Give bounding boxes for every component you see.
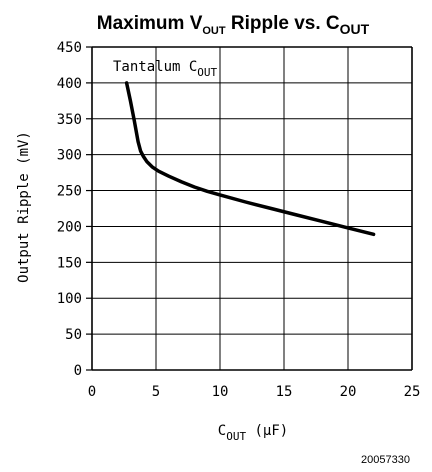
y-tick-label: 350 xyxy=(57,112,82,128)
x-tick-label: 15 xyxy=(276,384,293,400)
figure-id: 20057330 xyxy=(361,454,410,466)
title-part-1: Maximum V xyxy=(97,13,203,34)
y-tick-label: 0 xyxy=(74,363,82,379)
annotation-sub: OUT xyxy=(197,66,217,79)
x-tick-label: 25 xyxy=(404,384,421,400)
y-tick-label: 450 xyxy=(57,40,82,56)
y-tick-label: 250 xyxy=(57,184,82,200)
series-line-output-ripple xyxy=(124,81,376,237)
x-tick-label: 5 xyxy=(152,384,160,400)
y-axis-label: Output Ripple (mV) xyxy=(16,131,32,283)
x-axis-label: COUT (µF) xyxy=(218,423,288,443)
title-sub-1: OUT xyxy=(202,25,226,37)
grid xyxy=(86,46,413,371)
x-axis-label-main: C xyxy=(218,423,226,439)
y-tick-label: 100 xyxy=(57,291,82,307)
title-sub-2: OUT xyxy=(340,21,370,37)
x-tick-label: 20 xyxy=(340,384,357,400)
y-tick-label: 200 xyxy=(57,219,82,235)
x-axis-label-sub: OUT xyxy=(226,430,246,443)
y-tick-label: 50 xyxy=(65,327,82,343)
x-tick-label: 0 xyxy=(88,384,96,400)
y-tick-label: 150 xyxy=(57,255,82,271)
y-tick-label: 300 xyxy=(57,148,82,164)
annotation-main: Tantalum C xyxy=(113,59,197,75)
annotation-tantalum: Tantalum COUT xyxy=(113,59,218,79)
chart-title: Maximum VOUT Ripple vs. COUT xyxy=(97,13,370,37)
x-tick-label: 10 xyxy=(212,384,229,400)
x-axis-label-rest: (µF) xyxy=(246,423,288,439)
y-tick-label: 400 xyxy=(57,76,82,92)
title-part-2: Ripple vs. C xyxy=(226,13,340,34)
